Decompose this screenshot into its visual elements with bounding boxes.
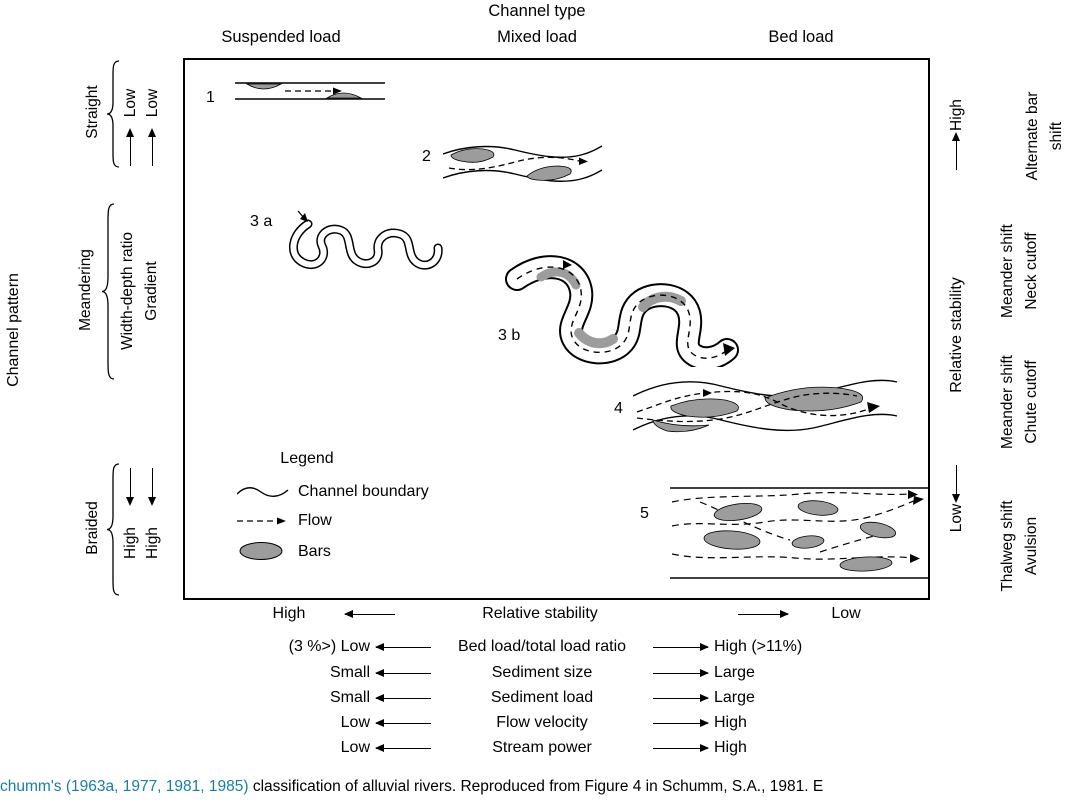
shift-label-meander-chute-cutoff: Meander shift Chute cutoff <box>996 355 1044 449</box>
sketch-tortuous-meander-channel <box>289 210 443 270</box>
right-axis-high-label: High <box>948 99 965 131</box>
axis-left-value: Low <box>340 714 370 731</box>
shift-line2: Neck cutoff <box>1023 232 1040 310</box>
stability-low-label: Low <box>831 605 861 622</box>
right-axis-low-label: Low <box>948 503 965 533</box>
axis-title: Flow velocity <box>496 714 588 731</box>
left-arrow-icon <box>375 718 431 727</box>
braided-var2-label: High <box>144 527 161 559</box>
channel-type-title: Channel type <box>488 2 586 20</box>
shift-line2: Chute cutoff <box>1023 360 1040 444</box>
channel-boundary-symbol-icon <box>237 487 289 497</box>
legend-item-flow: Flow <box>298 512 332 529</box>
right-arrow-icon <box>738 610 789 619</box>
axis-row-sediment-size: Small Sediment size Large <box>230 663 854 683</box>
stability-high-label: High <box>272 605 306 622</box>
gradient-axis-label: Gradient <box>143 261 160 321</box>
shift-label-thalweg-avulsion: Thalweg shift Avulsion <box>996 500 1044 591</box>
figure-caption: chumm's (1963a, 1977, 1981, 1985) classi… <box>0 778 823 796</box>
axis-right-value: Large <box>714 689 755 706</box>
straight-brace <box>106 60 120 168</box>
up-arrow-icon <box>148 128 157 166</box>
right-axis-relative-stability-label: Relative stability <box>948 277 965 393</box>
axis-title: Bed load/total load ratio <box>457 638 627 655</box>
straight-var2-label: Low <box>144 88 161 118</box>
caption-text: classification of alluvial rivers. Repro… <box>248 778 824 795</box>
axis-left-value: Low <box>340 739 370 756</box>
column-header-bed-load: Bed load <box>768 28 834 46</box>
left-arrow-icon <box>344 610 395 619</box>
axis-title: Sediment size <box>491 664 593 681</box>
legend-item-bars: Bars <box>298 543 331 560</box>
axis-row-sediment-load: Small Sediment load Large <box>230 688 854 708</box>
meandering-brace <box>101 203 115 380</box>
pattern-label-meandering: Meandering <box>77 249 94 331</box>
sketch-braided-channel <box>670 487 928 579</box>
left-arrow-icon <box>375 693 431 702</box>
axis-row-bedload-ratio: (3 %>) Low Bed load/total load ratio Hig… <box>230 637 854 657</box>
sketch-1-number: 1 <box>206 89 215 106</box>
column-header-mixed-load: Mixed load <box>497 28 577 46</box>
axis-left-value: Small <box>329 689 370 706</box>
sketch-meander-point-bars-channel <box>505 255 739 367</box>
sketch-3b-number: 3 b <box>498 327 521 344</box>
flow-symbol-icon <box>237 517 286 525</box>
sketch-4-number: 4 <box>614 400 623 417</box>
down-arrow-icon <box>126 468 135 506</box>
right-arrow-icon <box>653 668 709 677</box>
down-arrow-icon <box>148 468 157 506</box>
legend-item-channel-boundary: Channel boundary <box>298 483 429 500</box>
pattern-label-straight: Straight <box>84 85 101 139</box>
axis-right-value: High <box>714 714 747 731</box>
axis-row-flow-velocity: Low Flow velocity High <box>230 713 854 733</box>
legend-title: Legend <box>280 450 334 467</box>
right-arrow-icon <box>653 718 709 727</box>
sketch-wandering-bar-channel <box>633 379 898 433</box>
axis-left-value: Small <box>329 664 370 681</box>
axis-right-value: High <box>714 739 747 756</box>
axis-title: Stream power <box>492 739 592 756</box>
width-depth-ratio-axis-label: Width-depth ratio <box>119 231 136 351</box>
sketch-3a-number: 3 a <box>250 213 273 230</box>
stability-axis-label: Relative stability <box>482 605 598 622</box>
right-arrow-icon <box>653 642 709 651</box>
axis-left-value: (3 %>) Low <box>288 638 370 655</box>
left-arrow-icon <box>375 743 431 752</box>
shift-line1: Thalweg shift <box>999 500 1016 592</box>
straight-var1-label: Low <box>122 88 139 118</box>
shift-line2: shift <box>1048 121 1065 151</box>
axis-right-value: Large <box>714 664 755 681</box>
axis-right-value: High (>11%) <box>714 638 803 655</box>
braided-var1-label: High <box>122 527 139 559</box>
column-header-suspended-load: Suspended load <box>221 28 341 46</box>
channel-pattern-axis-title: Channel pattern <box>5 273 22 387</box>
shift-line2: Avulsion <box>1023 516 1040 576</box>
axis-row-stream-power: Low Stream power High <box>230 738 854 758</box>
down-arrow-icon <box>952 465 961 503</box>
braided-brace <box>106 463 120 596</box>
sketch-5-number: 5 <box>640 505 649 522</box>
sketch-sinuous-channel <box>443 145 603 182</box>
left-arrow-icon <box>375 642 431 651</box>
bars-symbol-icon <box>239 542 283 560</box>
pattern-label-braided: Braided <box>84 501 101 555</box>
up-arrow-icon <box>126 128 135 166</box>
shift-label-meander-neck-cutoff: Meander shift Neck cutoff <box>996 224 1044 318</box>
axis-title: Sediment load <box>490 689 594 706</box>
left-arrow-icon <box>375 668 431 677</box>
shift-line1: Meander shift <box>999 224 1016 318</box>
sketch-straight-channel <box>235 82 385 100</box>
citation-link[interactable]: chumm's (1963a, 1977, 1981, 1985) <box>0 778 249 795</box>
up-arrow-icon <box>952 132 961 170</box>
sketch-2-number: 2 <box>422 148 431 165</box>
shift-label-alternate-bar: Alternate bar shift <box>1021 92 1069 181</box>
shift-line1: Meander shift <box>999 355 1016 449</box>
right-arrow-icon <box>653 743 709 752</box>
shift-line1: Alternate bar <box>1024 91 1041 181</box>
right-arrow-icon <box>653 693 709 702</box>
